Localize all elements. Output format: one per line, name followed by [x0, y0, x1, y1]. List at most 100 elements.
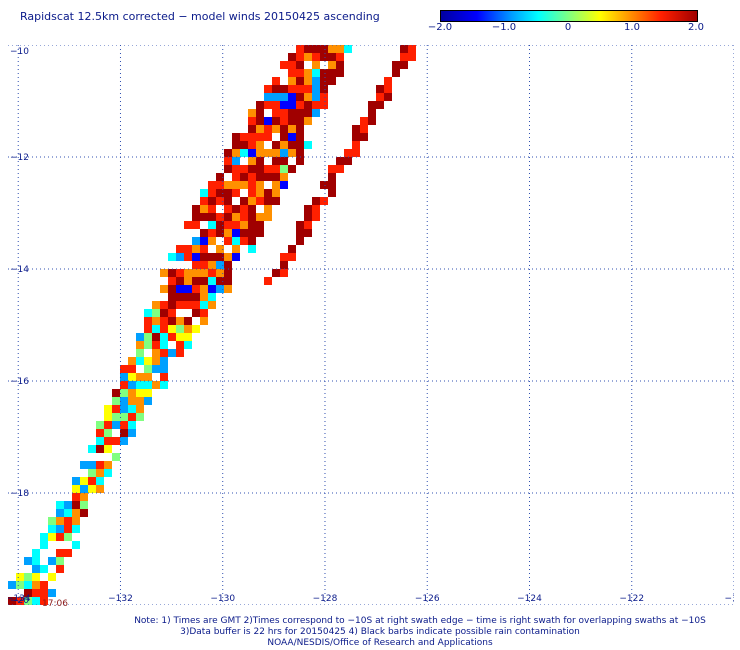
swath-cell	[360, 117, 368, 125]
swath-cell	[184, 293, 192, 301]
swath-cell	[264, 117, 272, 125]
swath-cell	[136, 373, 144, 381]
swath-cell	[160, 301, 168, 309]
swath-cell	[352, 141, 360, 149]
swath-cell	[200, 197, 208, 205]
swath-cell	[312, 53, 320, 61]
swath-cell	[216, 269, 224, 277]
note-line-2: 3)Data buffer is 22 hrs for 20150425 4) …	[180, 627, 580, 637]
lat-tick-label: −12	[10, 153, 29, 163]
swath-cell	[272, 109, 280, 117]
swath-cell	[288, 53, 296, 61]
swath-cell	[264, 93, 272, 101]
swath-cell	[400, 45, 408, 53]
swath-cell	[240, 197, 248, 205]
swath-cell	[192, 221, 200, 229]
swath-cell	[96, 461, 104, 469]
swath-cell	[144, 365, 152, 373]
swath-cell	[96, 477, 104, 485]
swath-cell	[336, 69, 344, 77]
swath-cell	[208, 237, 216, 245]
swath-cell	[136, 357, 144, 365]
swath-cell	[272, 141, 280, 149]
swath-cell	[56, 501, 64, 509]
swath-cell	[176, 341, 184, 349]
swath-cell	[168, 325, 176, 333]
swath-cell	[328, 181, 336, 189]
swath-cell	[328, 61, 336, 69]
swath-cell	[200, 205, 208, 213]
swath-cell	[96, 437, 104, 445]
swath-cell	[280, 141, 288, 149]
swath-cell	[112, 453, 120, 461]
swath-cell	[224, 221, 232, 229]
swath-cell	[312, 109, 320, 117]
swath-cell	[352, 149, 360, 157]
swath-cell	[248, 165, 256, 173]
swath-cell	[288, 69, 296, 77]
swath-cell	[144, 317, 152, 325]
swath-cell	[296, 85, 304, 93]
swath-cell	[208, 253, 216, 261]
swath-cell	[296, 149, 304, 157]
swath-cell	[152, 357, 160, 365]
swath-cell	[176, 285, 184, 293]
swath-cell	[160, 269, 168, 277]
swath-cell	[40, 565, 48, 573]
swath-cell	[312, 205, 320, 213]
swath-cell	[200, 261, 208, 269]
swath-cell	[208, 261, 216, 269]
swath-cell	[32, 549, 40, 557]
swath-cell	[264, 213, 272, 221]
swath-cell	[232, 229, 240, 237]
swath-cell	[232, 245, 240, 253]
swath-cell	[248, 237, 256, 245]
swath-cell	[144, 333, 152, 341]
map-background	[8, 45, 734, 605]
swath-cell	[96, 469, 104, 477]
swath-cell	[240, 221, 248, 229]
swath-cell	[288, 133, 296, 141]
lon-tick-label: −126	[415, 594, 440, 604]
swath-cell	[296, 237, 304, 245]
swath-cell	[216, 229, 224, 237]
swath-cell	[288, 93, 296, 101]
swath-cell	[152, 333, 160, 341]
lat-tick-label: −18	[10, 489, 29, 499]
swath-cell	[184, 253, 192, 261]
swath-cell	[80, 501, 88, 509]
swath-cell	[256, 133, 264, 141]
swath-cell	[192, 245, 200, 253]
swath-cell	[280, 173, 288, 181]
swath-cell	[64, 549, 72, 557]
swath-cell	[184, 285, 192, 293]
swath-cell	[264, 277, 272, 285]
swath-cell	[72, 477, 80, 485]
swath-cell	[296, 221, 304, 229]
swath-cell	[48, 573, 56, 581]
swath-cell	[192, 213, 200, 221]
swath-cell	[336, 165, 344, 173]
swath-cell	[360, 133, 368, 141]
swath-cell	[176, 269, 184, 277]
swath-cell	[296, 125, 304, 133]
swath-cell	[280, 85, 288, 93]
swath-cell	[288, 125, 296, 133]
swath-cell	[72, 509, 80, 517]
swath-cell	[192, 325, 200, 333]
swath-cell	[120, 437, 128, 445]
swath-cell	[216, 245, 224, 253]
swath-cell	[32, 589, 40, 597]
swath-cell	[288, 117, 296, 125]
swath-cell	[176, 325, 184, 333]
swath-cell	[344, 157, 352, 165]
swath-cell	[328, 69, 336, 77]
swath-cell	[216, 253, 224, 261]
swath-cell	[192, 277, 200, 285]
swath-cell	[184, 301, 192, 309]
swath-cell	[320, 69, 328, 77]
swath-cell	[208, 269, 216, 277]
swath-cell	[320, 93, 328, 101]
swath-cell	[120, 421, 128, 429]
swath-cell	[184, 221, 192, 229]
